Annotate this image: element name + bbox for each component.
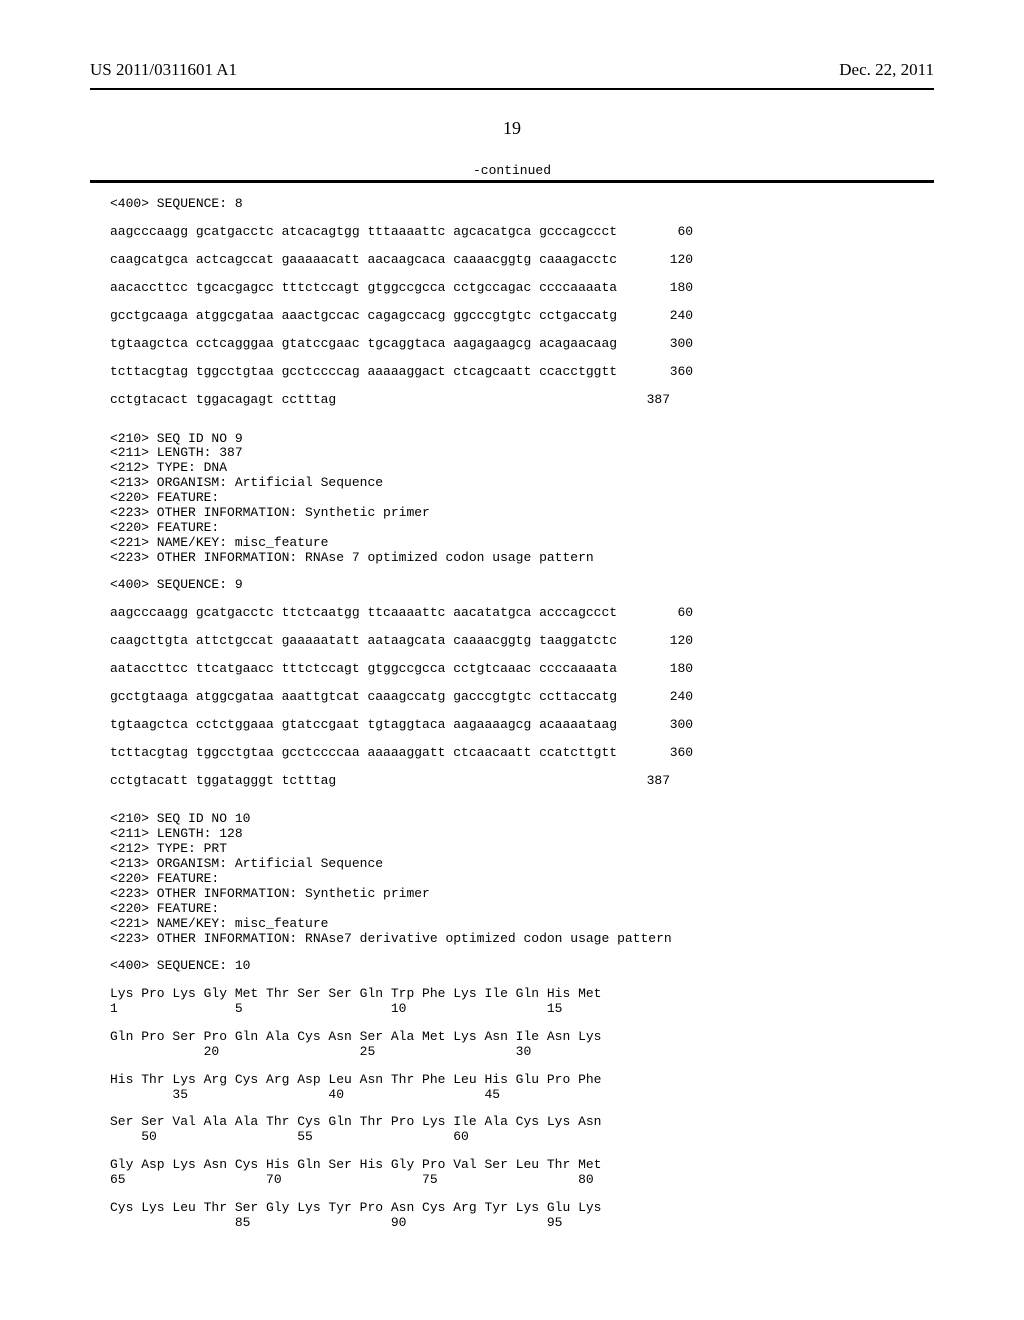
seq-pos: 387: [594, 774, 670, 789]
seq-pos: 60: [617, 225, 693, 240]
seq-text: aagcccaagg gcatgacctc ttctcaatgg ttcaaaa…: [110, 606, 617, 621]
seq10-positions: 65 70 75 80: [110, 1173, 934, 1188]
seq8-row: aacaccttcc tgcacgagcc tttctccagt gtggccg…: [110, 281, 670, 296]
seq9-row: caagcttgta attctgccat gaaaaatatt aataagc…: [110, 634, 670, 649]
seq-pos: 300: [617, 718, 693, 733]
seq-pos: 180: [617, 281, 693, 296]
seq-pos: 240: [617, 309, 693, 324]
seq-text: tgtaagctca cctcagggaa gtatccgaac tgcaggt…: [110, 337, 617, 352]
patent-page: US 2011/0311601 A1 Dec. 22, 2011 19 -con…: [0, 0, 1024, 1271]
seq8-row: caagcatgca actcagccat gaaaaacatt aacaagc…: [110, 253, 670, 268]
seq9-row: tcttacgtag tggcctgtaa gcctccccaa aaaaagg…: [110, 746, 670, 761]
seq-text: aagcccaagg gcatgacctc atcacagtgg tttaaaa…: [110, 225, 617, 240]
publication-date: Dec. 22, 2011: [839, 60, 934, 80]
sequence-rule-top: [90, 180, 934, 183]
seq9-header: <400> SEQUENCE: 9: [110, 578, 934, 593]
seq8-row: cctgtacact tggacagagt cctttag 387: [110, 393, 670, 408]
seq-text: gcctgcaaga atggcgataa aaactgccac cagagcc…: [110, 309, 617, 324]
seq-text: caagcttgta attctgccat gaaaaatatt aataagc…: [110, 634, 617, 649]
seq8-row: gcctgcaaga atggcgataa aaactgccac cagagcc…: [110, 309, 670, 324]
seq10-header: <400> SEQUENCE: 10: [110, 959, 934, 974]
seq9-row: aagcccaagg gcatgacctc ttctcaatgg ttcaaaa…: [110, 606, 670, 621]
seq-text: tcttacgtag tggcctgtaa gcctccccag aaaaagg…: [110, 365, 617, 380]
seq8-row: tcttacgtag tggcctgtaa gcctccccag aaaaagg…: [110, 365, 670, 380]
seq9-row: gcctgtaaga atggcgataa aaattgtcat caaagcc…: [110, 690, 670, 705]
seq-pos: 387: [594, 393, 670, 408]
seq-pos: 120: [617, 634, 693, 649]
publication-number: US 2011/0311601 A1: [90, 60, 237, 80]
page-header: US 2011/0311601 A1 Dec. 22, 2011: [90, 60, 934, 80]
seq10-positions: 35 40 45: [110, 1088, 934, 1103]
seq10-residues: Gln Pro Ser Pro Gln Ala Cys Asn Ser Ala …: [110, 1030, 934, 1045]
seq10-residues: Cys Lys Leu Thr Ser Gly Lys Tyr Pro Asn …: [110, 1201, 934, 1216]
seq9-meta: <210> SEQ ID NO 9 <211> LENGTH: 387 <212…: [110, 432, 934, 566]
seq8-row: aagcccaagg gcatgacctc atcacagtgg tttaaaa…: [110, 225, 670, 240]
header-rule: [90, 88, 934, 90]
seq-pos: 120: [617, 253, 693, 268]
seq10-residues: Lys Pro Lys Gly Met Thr Ser Ser Gln Trp …: [110, 987, 934, 1002]
seq-pos: 300: [617, 337, 693, 352]
seq-text: caagcatgca actcagccat gaaaaacatt aacaagc…: [110, 253, 617, 268]
seq9-row: tgtaagctca cctctggaaa gtatccgaat tgtaggt…: [110, 718, 670, 733]
seq-pos: 60: [617, 606, 693, 621]
seq-text: cctgtacatt tggatagggt tctttag: [110, 774, 336, 789]
seq10-positions: 1 5 10 15: [110, 1002, 934, 1017]
seq-text: aacaccttcc tgcacgagcc tttctccagt gtggccg…: [110, 281, 617, 296]
seq-pos: 360: [617, 746, 693, 761]
seq10-positions: 85 90 95: [110, 1216, 934, 1231]
seq-text: cctgtacact tggacagagt cctttag: [110, 393, 336, 408]
seq10-meta: <210> SEQ ID NO 10 <211> LENGTH: 128 <21…: [110, 812, 934, 946]
seq8-row: tgtaagctca cctcagggaa gtatccgaac tgcaggt…: [110, 337, 670, 352]
seq10-positions: 50 55 60: [110, 1130, 934, 1145]
seq10-residues: His Thr Lys Arg Cys Arg Asp Leu Asn Thr …: [110, 1073, 934, 1088]
seq8-header: <400> SEQUENCE: 8: [110, 197, 934, 212]
page-number: 19: [90, 118, 934, 139]
seq10-residues: Ser Ser Val Ala Ala Thr Cys Gln Thr Pro …: [110, 1115, 934, 1130]
seq-pos: 180: [617, 662, 693, 677]
seq-text: tgtaagctca cctctggaaa gtatccgaat tgtaggt…: [110, 718, 617, 733]
seq-text: tcttacgtag tggcctgtaa gcctccccaa aaaaagg…: [110, 746, 617, 761]
seq-pos: 240: [617, 690, 693, 705]
seq-pos: 360: [617, 365, 693, 380]
seq9-row: aataccttcc ttcatgaacc tttctccagt gtggccg…: [110, 662, 670, 677]
seq9-row: cctgtacatt tggatagggt tctttag 387: [110, 774, 670, 789]
seq10-residues: Gly Asp Lys Asn Cys His Gln Ser His Gly …: [110, 1158, 934, 1173]
seq-text: gcctgtaaga atggcgataa aaattgtcat caaagcc…: [110, 690, 617, 705]
seq10-positions: 20 25 30: [110, 1045, 934, 1060]
seq-text: aataccttcc ttcatgaacc tttctccagt gtggccg…: [110, 662, 617, 677]
continued-label: -continued: [90, 163, 934, 178]
